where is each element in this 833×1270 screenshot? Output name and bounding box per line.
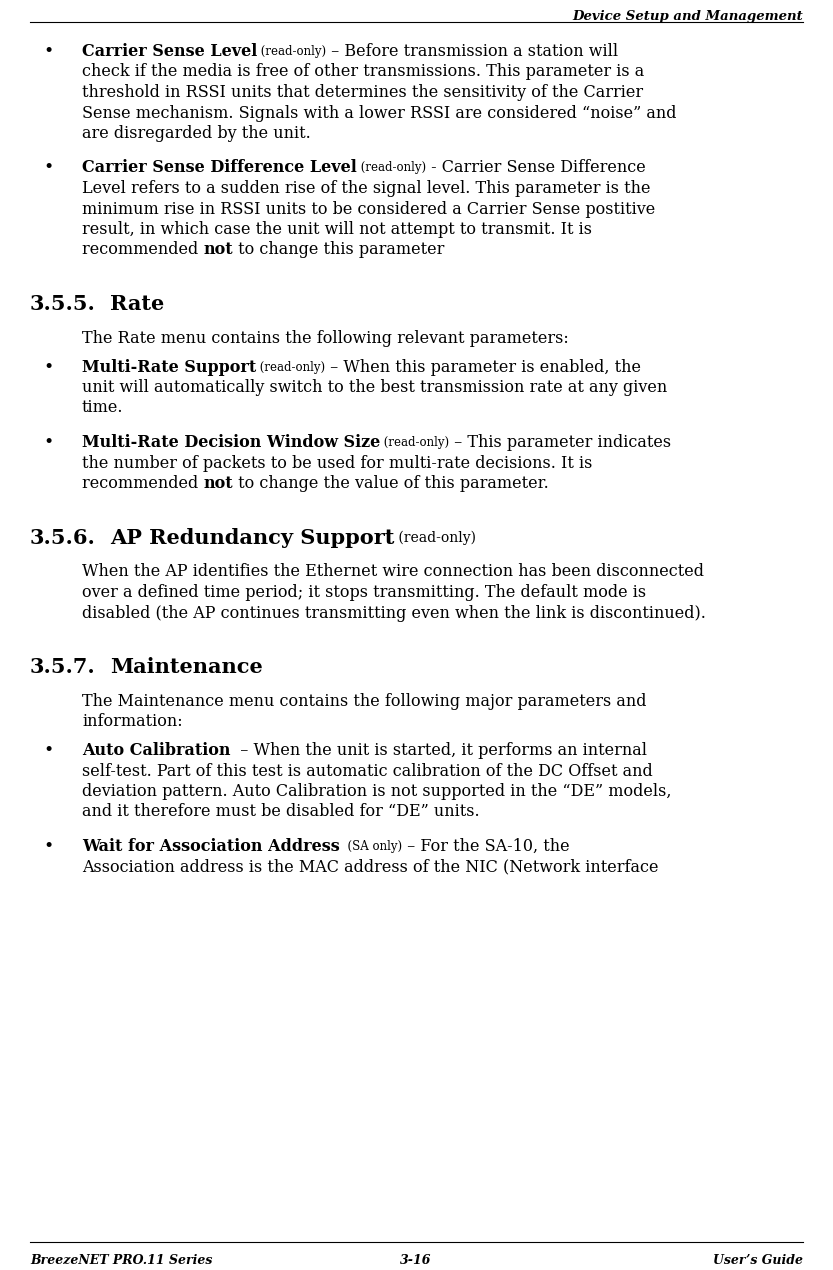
Text: 3.5.5.: 3.5.5. — [30, 293, 96, 314]
Text: Auto Calibration: Auto Calibration — [82, 742, 231, 759]
Text: are disregarded by the unit.: are disregarded by the unit. — [82, 124, 311, 142]
Text: 3.5.6.: 3.5.6. — [30, 527, 96, 547]
Text: Maintenance: Maintenance — [110, 657, 262, 677]
Text: •: • — [43, 434, 53, 451]
Text: - Carrier Sense Difference: - Carrier Sense Difference — [426, 160, 646, 177]
Text: recommended: recommended — [82, 241, 203, 259]
Text: The Rate menu contains the following relevant parameters:: The Rate menu contains the following rel… — [82, 330, 569, 347]
Text: (SA only): (SA only) — [340, 839, 402, 853]
Text: disabled (the AP continues transmitting even when the link is discontinued).: disabled (the AP continues transmitting … — [82, 605, 706, 621]
Text: – When this parameter is enabled, the: – When this parameter is enabled, the — [326, 358, 641, 376]
Text: (read-only): (read-only) — [380, 436, 449, 450]
Text: •: • — [43, 742, 53, 759]
Text: self-test. Part of this test is automatic calibration of the DC Offset and: self-test. Part of this test is automati… — [82, 762, 653, 780]
Text: recommended: recommended — [82, 475, 203, 491]
Text: When the AP identifies the Ethernet wire connection has been disconnected: When the AP identifies the Ethernet wire… — [82, 564, 704, 580]
Text: Level refers to a sudden rise of the signal level. This parameter is the: Level refers to a sudden rise of the sig… — [82, 180, 651, 197]
Text: User’s Guide: User’s Guide — [713, 1253, 803, 1267]
Text: The Maintenance menu contains the following major parameters and: The Maintenance menu contains the follow… — [82, 693, 646, 710]
Text: threshold in RSSI units that determines the sensitivity of the Carrier: threshold in RSSI units that determines … — [82, 84, 643, 102]
Text: not: not — [203, 475, 233, 491]
Text: (read-only): (read-only) — [394, 531, 476, 545]
Text: over a defined time period; it stops transmitting. The default mode is: over a defined time period; it stops tra… — [82, 584, 646, 601]
Text: and it therefore must be disabled for “DE” units.: and it therefore must be disabled for “D… — [82, 804, 480, 820]
Text: – When the unit is started, it performs an internal: – When the unit is started, it performs … — [231, 742, 647, 759]
Text: 3.5.7.: 3.5.7. — [30, 657, 96, 677]
Text: not: not — [203, 241, 233, 259]
Text: result, in which case the unit will not attempt to transmit. It is: result, in which case the unit will not … — [82, 221, 592, 237]
Text: Carrier Sense Level: Carrier Sense Level — [82, 43, 257, 60]
Text: – For the SA-10, the: – For the SA-10, the — [402, 838, 570, 855]
Text: time.: time. — [82, 400, 123, 417]
Text: BreezeNET PRO.11 Series: BreezeNET PRO.11 Series — [30, 1253, 212, 1267]
Text: deviation pattern. Auto Calibration is not supported in the “DE” models,: deviation pattern. Auto Calibration is n… — [82, 784, 671, 800]
Text: to change the value of this parameter.: to change the value of this parameter. — [233, 475, 549, 491]
Text: information:: information: — [82, 714, 182, 730]
Text: Carrier Sense Difference Level: Carrier Sense Difference Level — [82, 160, 357, 177]
Text: (read-only): (read-only) — [357, 161, 426, 174]
Text: •: • — [43, 160, 53, 177]
Text: (read-only): (read-only) — [257, 44, 327, 58]
Text: •: • — [43, 43, 53, 60]
Text: Association address is the MAC address of the NIC (Network interface: Association address is the MAC address o… — [82, 859, 659, 875]
Text: AP Redundancy Support: AP Redundancy Support — [110, 527, 394, 547]
Text: Multi-Rate Support: Multi-Rate Support — [82, 358, 257, 376]
Text: unit will automatically switch to the best transmission rate at any given: unit will automatically switch to the be… — [82, 378, 667, 396]
Text: Sense mechanism. Signals with a lower RSSI are considered “noise” and: Sense mechanism. Signals with a lower RS… — [82, 104, 676, 122]
Text: (read-only): (read-only) — [257, 361, 326, 373]
Text: – This parameter indicates: – This parameter indicates — [449, 434, 671, 451]
Text: check if the media is free of other transmissions. This parameter is a: check if the media is free of other tran… — [82, 64, 644, 80]
Text: minimum rise in RSSI units to be considered a Carrier Sense postitive: minimum rise in RSSI units to be conside… — [82, 201, 656, 217]
Text: the number of packets to be used for multi-rate decisions. It is: the number of packets to be used for mul… — [82, 455, 592, 471]
Text: •: • — [43, 358, 53, 376]
Text: Wait for Association Address: Wait for Association Address — [82, 838, 340, 855]
Text: Rate: Rate — [110, 293, 164, 314]
Text: Device Setup and Management: Device Setup and Management — [572, 10, 803, 23]
Text: 3-16: 3-16 — [400, 1253, 431, 1267]
Text: – Before transmission a station will: – Before transmission a station will — [327, 43, 618, 60]
Text: Multi-Rate Decision Window Size: Multi-Rate Decision Window Size — [82, 434, 380, 451]
Text: to change this parameter: to change this parameter — [233, 241, 444, 259]
Text: •: • — [43, 838, 53, 855]
